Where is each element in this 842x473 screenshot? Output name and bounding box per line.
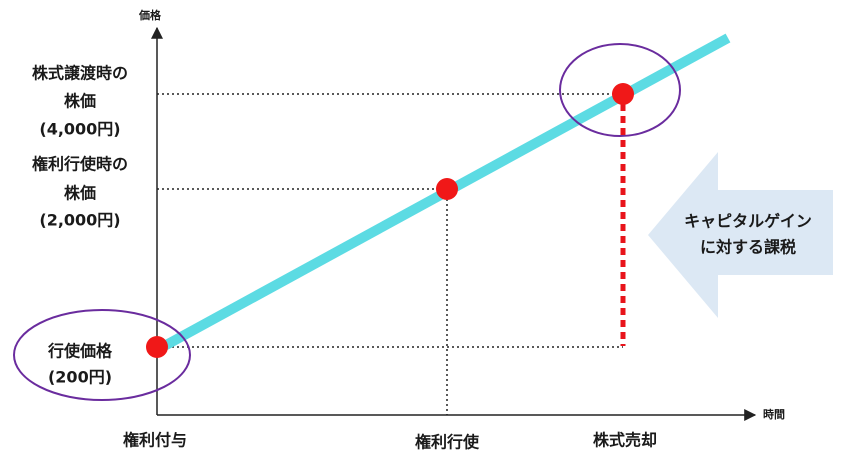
price-label: (200円) xyxy=(48,368,112,387)
time-label: 権利行使 xyxy=(415,433,480,452)
price-label: (2,000円) xyxy=(39,211,120,230)
price-label: 行使価格 xyxy=(47,342,113,361)
price-label: 権利行使時の xyxy=(32,155,128,174)
price-label: 株価 xyxy=(64,92,96,111)
callout-text: キャピタルゲイン xyxy=(684,212,812,231)
price-label: 株式譲渡時の xyxy=(32,64,128,83)
time-label: 権利付与 xyxy=(123,431,187,450)
time-label: 株式売却 xyxy=(593,431,657,450)
point xyxy=(146,336,168,358)
callout-text: に対する課税 xyxy=(700,238,796,257)
y-axis-label: 価格 xyxy=(138,8,162,22)
price-label: 株価 xyxy=(64,184,96,203)
point xyxy=(612,83,634,105)
point xyxy=(436,178,458,200)
price-label: (4,000円) xyxy=(39,120,120,139)
highlight xyxy=(13,309,191,401)
callout-arrow xyxy=(648,152,833,318)
highlight xyxy=(559,43,681,137)
x-axis-label: 時間 xyxy=(763,407,785,421)
